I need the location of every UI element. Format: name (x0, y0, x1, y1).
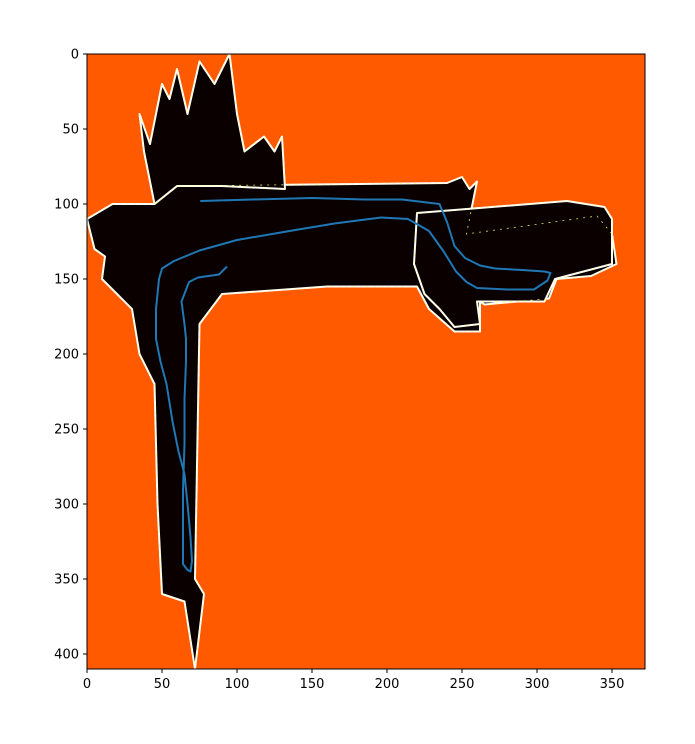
x-tick-label: 200 (375, 677, 400, 692)
y-tick-label: 150 (54, 273, 79, 288)
y-tick-label: 200 (54, 348, 79, 363)
x-tick-label: 250 (450, 677, 475, 692)
x-tick-label: 100 (225, 677, 250, 692)
x-axis: 0 50 100 150 200 250 300 350 (83, 669, 625, 692)
y-tick-label: 250 (54, 423, 79, 438)
plot-area (87, 54, 645, 669)
y-tick-label: 50 (62, 123, 79, 138)
y-tick-label: 100 (54, 198, 79, 213)
y-tick-label: 400 (54, 648, 79, 663)
trajectory-line (155, 197, 552, 573)
y-tick-label: 300 (54, 498, 79, 513)
x-tick-label: 350 (600, 677, 625, 692)
upper-spikes-edge (139, 54, 286, 205)
x-tick-label: 0 (83, 677, 91, 692)
y-axis: 0 50 100 150 200 250 300 350 400 (54, 48, 87, 663)
y-tick-label: 0 (71, 48, 79, 63)
y-tick-label: 350 (54, 573, 79, 588)
x-tick-label: 300 (525, 677, 550, 692)
horizontal-corridor-edge (87, 176, 617, 669)
occupied-region-layer (87, 54, 618, 669)
right-blob-edge (413, 200, 613, 328)
trajectory-layer (155, 197, 552, 573)
plot-frame (86, 53, 646, 670)
x-tick-label: 50 (154, 677, 171, 692)
x-tick-label: 150 (300, 677, 325, 692)
